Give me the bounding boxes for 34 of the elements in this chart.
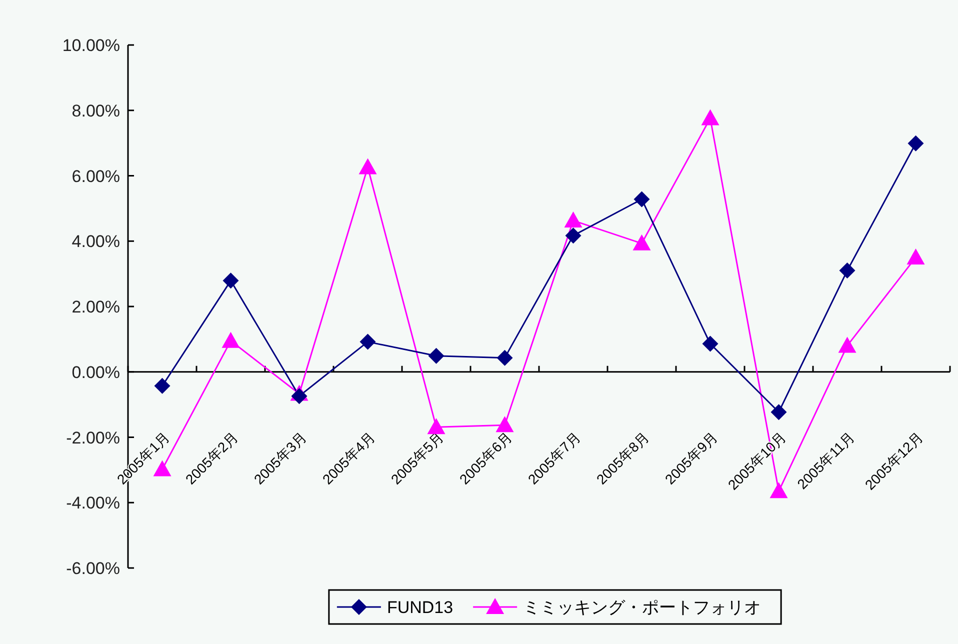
- y-tick-label: 0.00%: [72, 362, 120, 382]
- y-tick-label: 10.00%: [62, 36, 120, 55]
- point: [839, 262, 856, 279]
- point: [838, 336, 856, 353]
- y-tick-label: -2.00%: [66, 428, 120, 448]
- y-tick-label: 4.00%: [72, 232, 120, 252]
- point: [154, 378, 170, 394]
- legend-label: ミミッキング・ポートフォリオ: [523, 598, 762, 617]
- point: [702, 336, 718, 352]
- point: [360, 334, 376, 350]
- point: [632, 234, 651, 250]
- point: [153, 460, 172, 476]
- point: [496, 350, 513, 366]
- point: [908, 135, 924, 152]
- y-tick-label: 2.00%: [72, 298, 120, 316]
- point: [496, 416, 514, 432]
- point: [291, 388, 308, 404]
- y-tick-label: -4.00%: [66, 494, 120, 513]
- point: [427, 418, 446, 434]
- legend-label: FUND13: [386, 598, 454, 617]
- point: [701, 109, 720, 126]
- point: [222, 332, 240, 348]
- point: [770, 404, 787, 420]
- point: [634, 191, 650, 208]
- point: [906, 248, 925, 264]
- point: [358, 158, 377, 174]
- y-tick-label: 6.00%: [72, 166, 120, 186]
- point: [428, 348, 444, 364]
- y-tick-label: -6.00%: [66, 559, 120, 578]
- point: [222, 272, 239, 289]
- point: [770, 482, 788, 498]
- point: [565, 228, 582, 244]
- point: [564, 212, 582, 228]
- y-tick-label: 8.00%: [72, 101, 120, 120]
